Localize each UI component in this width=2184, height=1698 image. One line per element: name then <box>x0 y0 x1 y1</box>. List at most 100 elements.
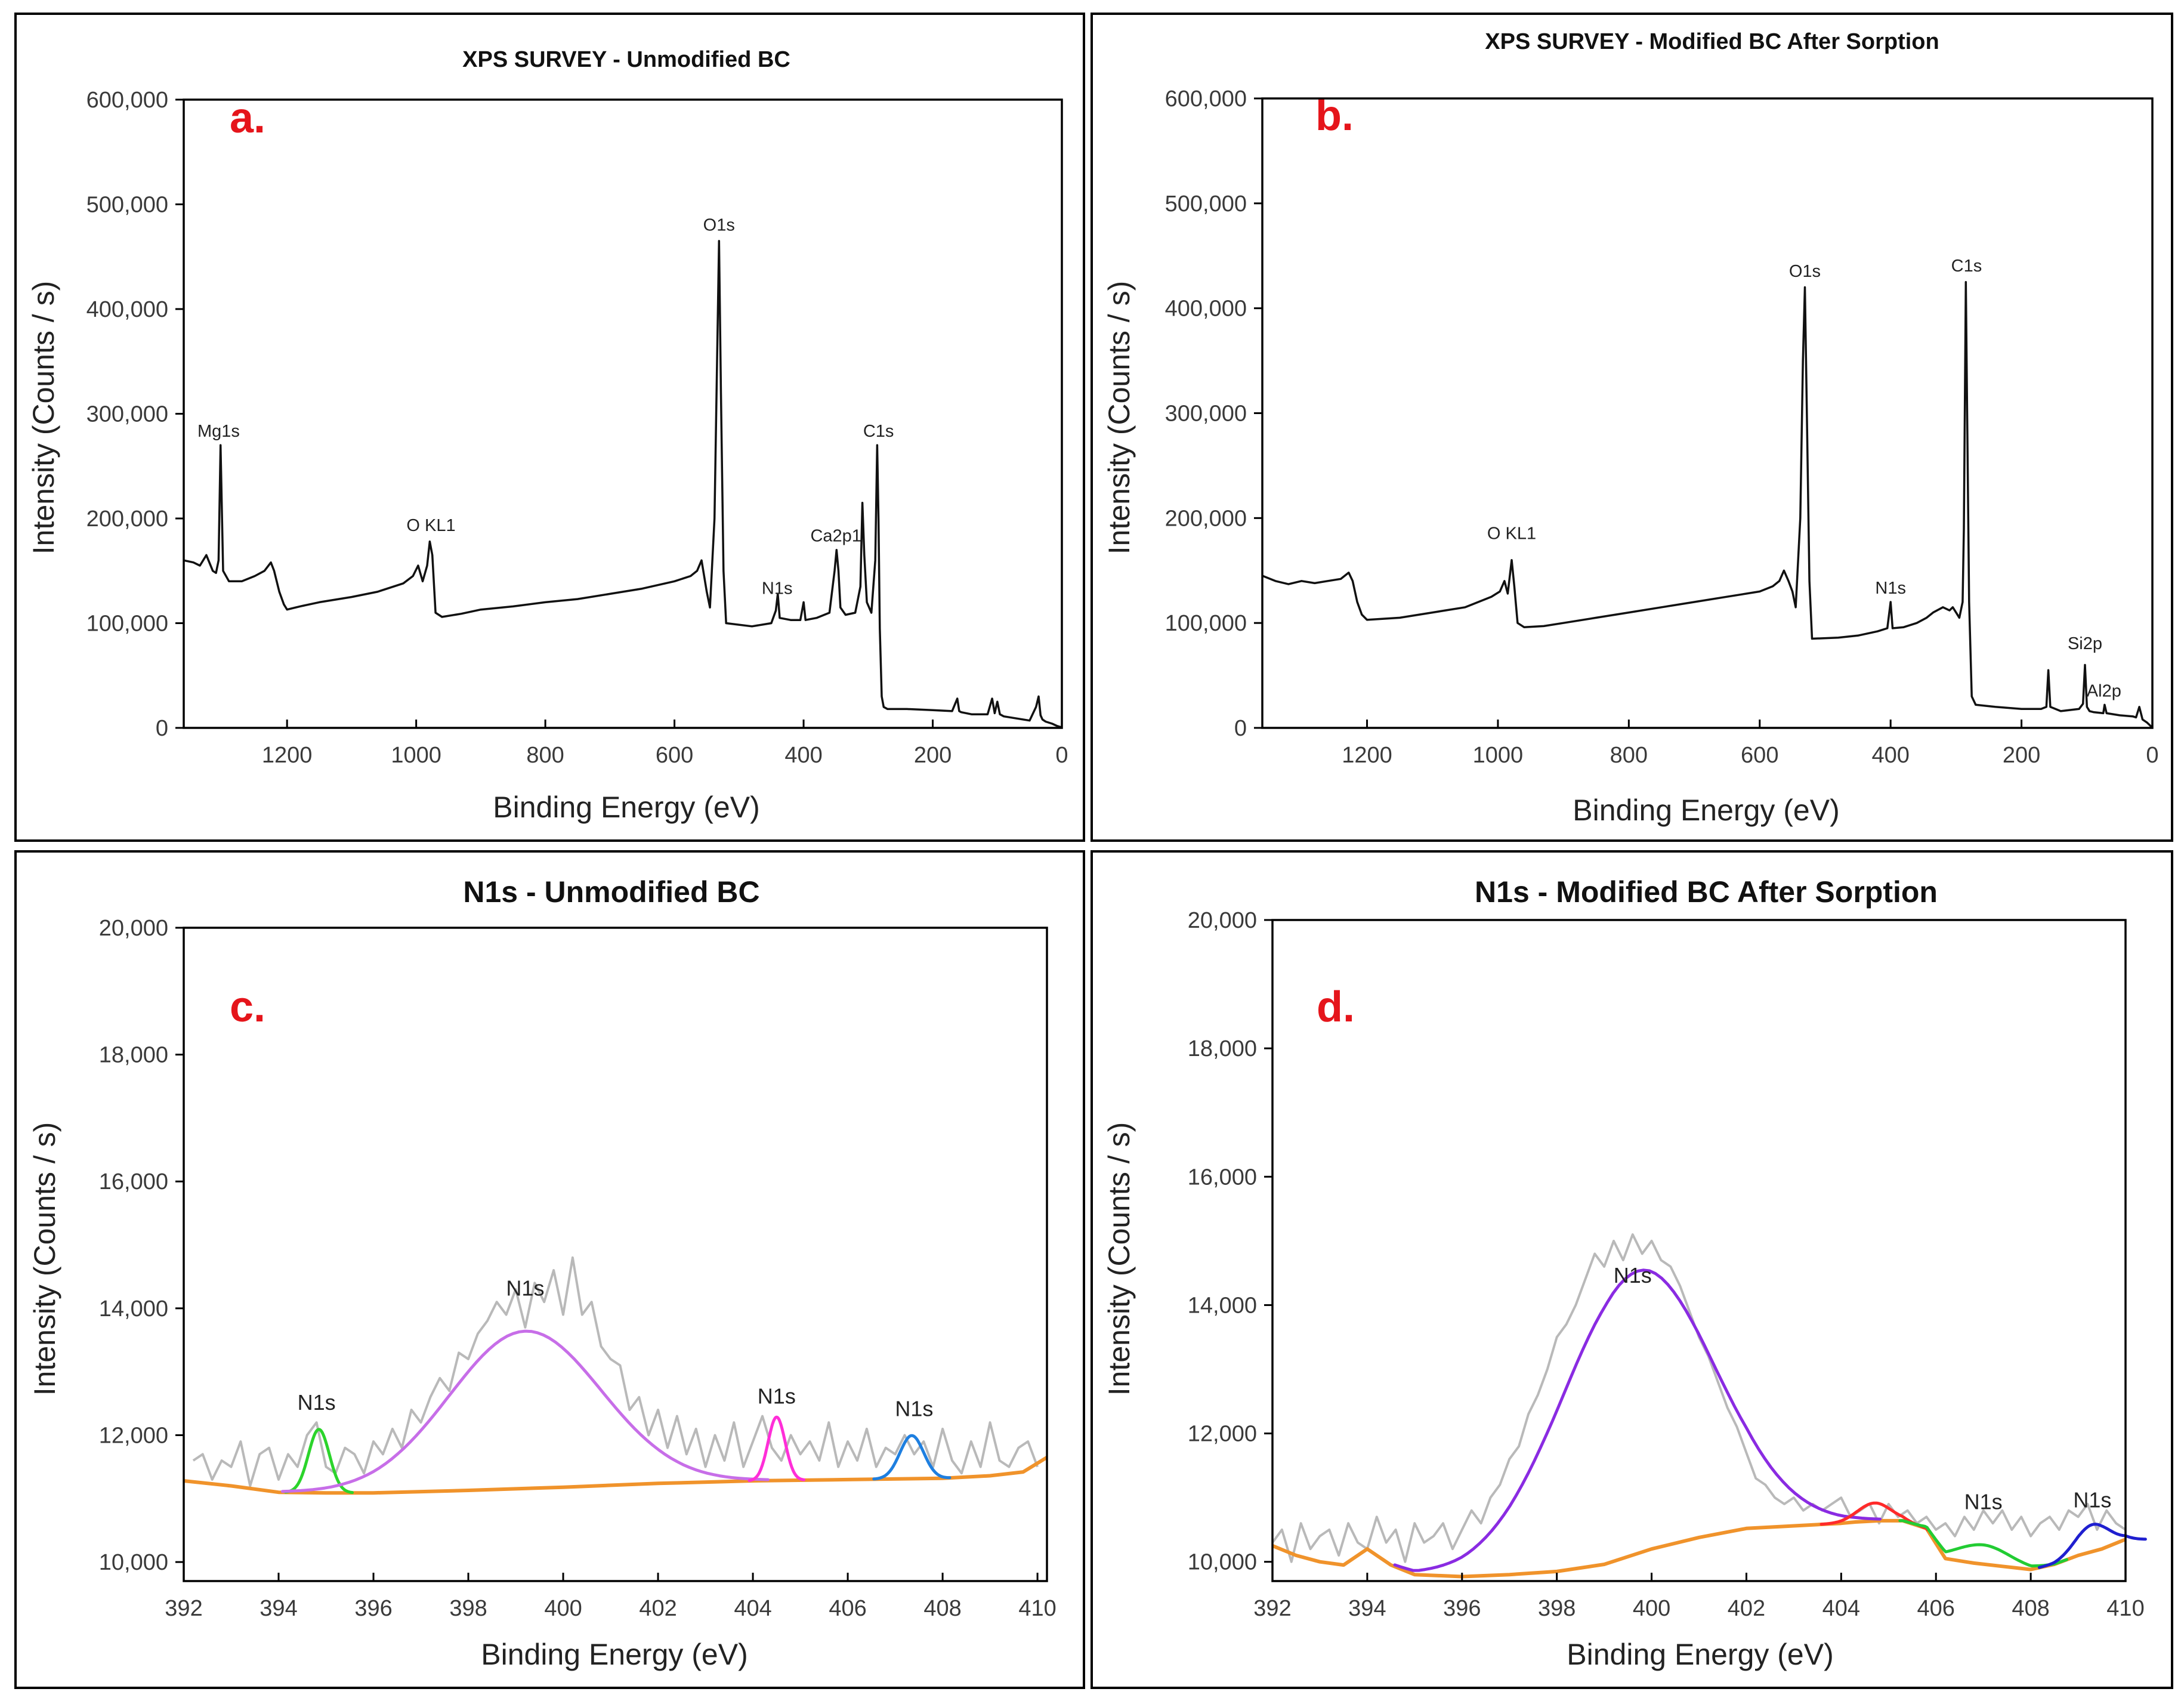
panel-a-peak-annotation: Mg1s <box>197 422 240 441</box>
panel-b-peak-annotation: Al2p <box>2087 681 2121 700</box>
panel-b-xtick-label: 400 <box>1871 743 1909 768</box>
panel-c-ytick-label: 10,000 <box>99 1550 168 1575</box>
panel-c-label: c. <box>230 983 265 1031</box>
panel-b-plot: 1200 1000 800 600 400 200 0 0 100,000 200,000 300,… <box>1165 87 2159 768</box>
panel-b-ylabel: Intensity (Counts / s) <box>1102 281 1136 555</box>
panel-d-xtick-label: 396 <box>1443 1596 1481 1621</box>
panel-d-axes-frame <box>1271 919 2127 1582</box>
panel-b-label: b. <box>1315 92 1354 140</box>
panel-a-xtick-label: 600 <box>656 743 693 768</box>
panel-c-xtick-label: 408 <box>923 1596 961 1621</box>
panel-a-label: a. <box>230 94 265 142</box>
panel-d-peak-annotation: N1s <box>1614 1263 1652 1288</box>
panel-c-ytick-label: 12,000 <box>99 1423 168 1448</box>
panel-d-n1s-modified: N1s - Modified BC After Sorption d. Bind… <box>1091 850 2173 1689</box>
panel-c-xtick-label: 400 <box>544 1596 582 1621</box>
panel-d-title: N1s - Modified BC After Sorption <box>1475 875 1938 909</box>
panel-b-xtick-label: 0 <box>2146 743 2158 768</box>
panel-c-xlabel: Binding Energy (eV) <box>481 1638 747 1671</box>
panel-c-axes-frame <box>183 927 1048 1582</box>
panel-b-peak-annotation: O KL1 <box>1487 524 1536 544</box>
panel-d-xtick-label: 404 <box>1822 1596 1860 1621</box>
panel-d-series-peak-407 <box>1898 1519 2068 1568</box>
panel-c-peak-annotation: N1s <box>298 1390 336 1415</box>
panel-c-series-peak-399-2 <box>280 1329 770 1493</box>
panel-d-label: d. <box>1317 983 1355 1031</box>
panel-c-xtick-label: 402 <box>639 1596 676 1621</box>
panel-b-survey-modified: XPS SURVEY - Modified BC After Sorption … <box>1091 13 2173 842</box>
panel-a-ytick-label: 400,000 <box>87 297 168 322</box>
panel-b-xtick-label: 200 <box>2003 743 2040 768</box>
panel-d-ytick-label: 10,000 <box>1188 1550 1257 1575</box>
panel-d-xtick-label: 400 <box>1633 1596 1670 1621</box>
panel-b-peak-annotation: C1s <box>1951 257 1982 276</box>
panel-c-ytick-label: 20,000 <box>99 916 168 941</box>
panel-d-peak-annotation: N1s <box>1964 1490 2003 1514</box>
panel-d-series-peak-409-3 <box>2037 1523 2147 1569</box>
panel-c-title: N1s - Unmodified BC <box>463 875 759 909</box>
panel-c-peak-annotation: N1s <box>506 1276 544 1301</box>
panel-a-frame <box>14 13 1085 842</box>
panel-c-frame <box>14 850 1085 1689</box>
panel-a-peak-annotation: Ca2p1 <box>810 527 861 546</box>
panel-d-ytick-label: 20,000 <box>1188 908 1257 933</box>
panel-c-xtick-label: 406 <box>829 1596 866 1621</box>
panel-d-plot: 392 394 396 398 400 402 404 406 408 410 10,000 12,0… <box>1188 908 2147 1621</box>
panel-d-xtick-label: 410 <box>2106 1596 2144 1621</box>
panel-a-xtick-label: 1200 <box>262 743 313 768</box>
panel-b-peak-annotation: N1s <box>1875 579 1906 598</box>
panel-d-ytick-label: 18,000 <box>1188 1036 1257 1061</box>
panel-b-ytick-label: 0 <box>1234 716 1247 741</box>
panel-c-xtick-label: 410 <box>1018 1596 1056 1621</box>
panel-d-ytick-label: 14,000 <box>1188 1293 1257 1318</box>
panel-b-xtick-label: 800 <box>1610 743 1648 768</box>
panel-b-frame <box>1091 13 2173 842</box>
panel-d-xlabel: Binding Energy (eV) <box>1567 1638 1833 1671</box>
panel-a-peak-annotation: C1s <box>863 422 894 441</box>
panel-b-xtick-label: 1200 <box>1342 743 1392 768</box>
panel-a-xtick-label: 800 <box>526 743 564 768</box>
panel-d-xtick-label: 402 <box>1728 1596 1765 1621</box>
panel-a-ytick-label: 500,000 <box>87 193 168 218</box>
panel-d-xtick-label: 394 <box>1348 1596 1386 1621</box>
panel-c-xtick-label: 404 <box>734 1596 771 1621</box>
panel-a-plot: 1200 1000 800 600 400 200 0 0 100,000 200,000 300,… <box>87 88 1068 768</box>
panel-d-series-peak-399-7 <box>1393 1268 1882 1572</box>
panel-c-ylabel: Intensity (Counts / s) <box>28 1122 61 1396</box>
panel-c-xtick-label: 398 <box>449 1596 487 1621</box>
panel-a-ytick-label: 300,000 <box>87 402 168 427</box>
panel-a-survey-unmodified: XPS SURVEY - Unmodified BC a. Binding En… <box>14 13 1085 842</box>
panel-b-xtick-label: 600 <box>1741 743 1778 768</box>
panel-c-plot: 392 394 396 398 400 402 404 406 408 410 10,000 12,0… <box>99 916 1057 1621</box>
panel-b-xtick-label: 1000 <box>1473 743 1524 768</box>
panel-a-ytick-label: 200,000 <box>87 507 168 532</box>
panel-b-series-survey <box>1262 280 2154 729</box>
panel-b-xlabel: Binding Energy (eV) <box>1573 794 1839 827</box>
panel-a-title: XPS SURVEY - Unmodified BC <box>462 47 790 72</box>
panel-a-peak-annotation: O KL1 <box>406 516 455 535</box>
panel-c-ytick-label: 14,000 <box>99 1296 168 1322</box>
panel-b-ytick-label: 400,000 <box>1165 297 1247 322</box>
panel-b-peak-annotation: O1s <box>1789 262 1821 281</box>
panel-a-ylabel: Intensity (Counts / s) <box>27 281 60 555</box>
panel-d-xtick-label: 406 <box>1917 1596 1955 1621</box>
panel-a-series-survey <box>183 240 1062 729</box>
panel-b-peak-annotation: Si2p <box>2068 634 2102 653</box>
panel-c-n1s-unmodified: N1s - Unmodified BC c. Binding Energy (e… <box>14 850 1085 1689</box>
panel-c-ytick-label: 16,000 <box>99 1169 168 1194</box>
panel-a-peak-annotation: N1s <box>762 579 793 598</box>
panel-b-title: XPS SURVEY - Modified BC After Sorption <box>1485 29 1939 54</box>
panel-b-ytick-label: 300,000 <box>1165 402 1247 427</box>
panel-d-xtick-label: 392 <box>1253 1596 1291 1621</box>
panel-a-ytick-label: 100,000 <box>87 612 168 637</box>
panel-c-ytick-label: 18,000 <box>99 1043 168 1068</box>
panel-a-ytick-label: 600,000 <box>87 88 168 113</box>
panel-a-xtick-label: 200 <box>914 743 952 768</box>
panel-c-xtick-label: 392 <box>165 1596 202 1621</box>
panel-c-series-peak-404-5 <box>747 1415 806 1483</box>
panel-c-series-peak-407-4 <box>872 1434 952 1481</box>
panel-b-ytick-label: 500,000 <box>1165 192 1247 217</box>
panel-d-ytick-label: 12,000 <box>1188 1422 1257 1447</box>
panel-a-ytick-label: 0 <box>156 716 168 741</box>
